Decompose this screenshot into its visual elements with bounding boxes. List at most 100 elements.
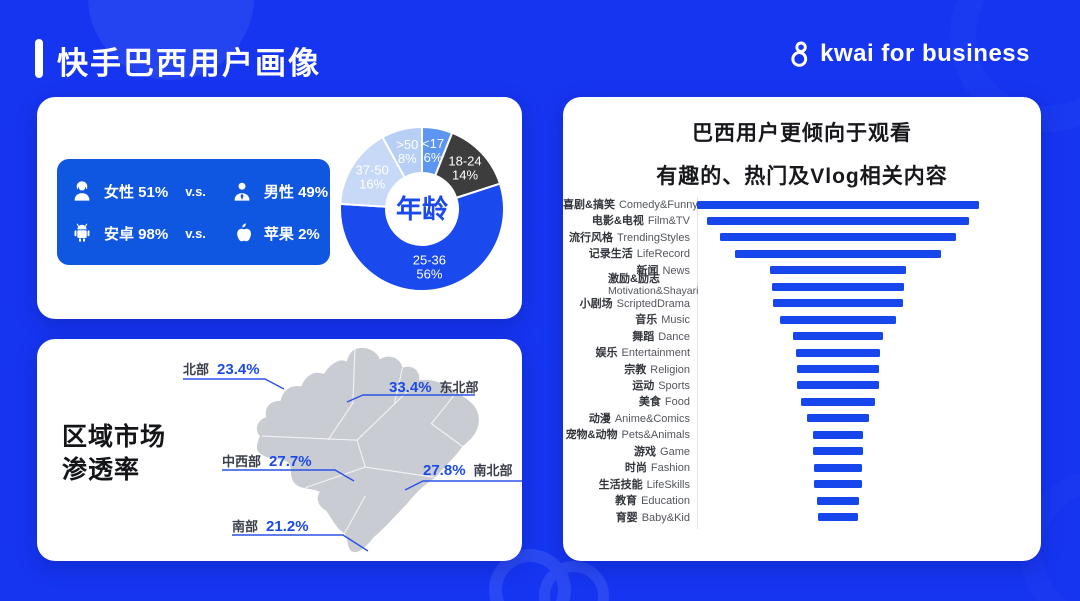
donut-segment-label: 37-50 16% [356, 162, 389, 191]
age-donut-svg: <17 6% 18-24 14% 25-36 56% 37-50 16% >50 8% 年龄 [339, 126, 505, 292]
funnel-bar-Game [812, 447, 864, 456]
region-value: 27.7% [269, 453, 312, 470]
funnel-bar-News [770, 266, 906, 275]
donut-segment-label: >50 8% [396, 137, 418, 166]
funnel-category-en: Education [641, 495, 690, 508]
region-leader-line [404, 480, 522, 491]
region-name: 南北部 [473, 463, 513, 478]
funnel-bar-Motivation&Shayari [771, 282, 905, 291]
funnel-bar-Dance [792, 332, 884, 341]
region-name: 北部 [183, 362, 210, 377]
funnel-category-zh: 新闻 [636, 264, 659, 277]
funnel-category-zh: 时尚 [624, 462, 647, 475]
funnel-bar-Education [816, 496, 860, 505]
region-label-东北部: 33.4% 东北部 [389, 377, 479, 397]
funnel-bar-Baby&Kid [818, 513, 858, 522]
region-label-南部: 南部 21.2% [232, 516, 309, 536]
funnel-row-label: 时尚 Fashion [563, 459, 690, 475]
funnel-category-en: Motivation&Shayari [608, 285, 699, 298]
funnel-bar-Food [801, 397, 875, 406]
funnel-category-en: Comedy&Funny [618, 199, 698, 211]
funnel-category-zh: 记录生活 [588, 248, 633, 261]
funnel-bar-Music [780, 315, 896, 324]
slide-header: 快手巴西用户画像 kwai for business [0, 0, 1080, 96]
region-leader-line [232, 534, 369, 552]
funnel-row-label: 宠物&动物 Pets&Animals [563, 426, 690, 442]
stat-row: 女性 51% v.s. 男性 49% [57, 179, 330, 203]
female-icon [70, 179, 94, 203]
region-leader-line [183, 378, 285, 390]
region-leader-lines [183, 378, 522, 552]
donut-center-label: 年龄 [396, 194, 449, 224]
funnel-bar-Entertainment [795, 348, 881, 357]
funnel-category-zh: 流行风格 [569, 231, 614, 244]
funnel-row-label: 音乐 Music [563, 311, 690, 327]
region-label-中西部: 中西部 27.7% [222, 451, 312, 471]
funnel-axis-line [697, 197, 698, 529]
funnel-category-en: Baby&Kid [641, 511, 690, 524]
funnel-category-zh: 宠物&动物 [565, 429, 618, 442]
funnel-category-zh: 美食 [638, 396, 661, 409]
funnel-bar-Pets&Animals [812, 430, 864, 439]
brazil-map [256, 347, 479, 553]
region-leader-line [346, 394, 475, 403]
donut-segment-label: 25-36 56% [413, 253, 446, 282]
male-icon [230, 179, 254, 203]
stat-label: 安卓 98% [104, 225, 169, 243]
funnel-category-zh: 生活技能 [598, 478, 643, 491]
funnel-category-en: ScriptedDrama [616, 297, 690, 310]
funnel-category-zh: 电影&电视 [591, 215, 644, 228]
funnel-category-zh: 小剧场 [579, 297, 613, 310]
content-funnel-chart: 喜剧&搞笑 Comedy&Funny 电影&电视 Film&TV 流行风格 Trendin… [563, 197, 1041, 547]
funnel-category-zh: 育婴 [615, 511, 638, 524]
stat-label: 苹果 2% [263, 225, 320, 243]
region-value: 21.2% [266, 518, 309, 535]
funnel-category-en: Game [660, 445, 690, 458]
funnel-category-en: News [662, 264, 690, 277]
funnel-row-label: 小剧场 ScriptedDrama [563, 295, 690, 311]
funnel-category-zh: 娱乐 [595, 347, 618, 360]
funnel-row-label: 激励&励志 Motivation&Shayari [608, 274, 698, 297]
funnel-category-zh: 动漫 [588, 412, 611, 425]
region-title-line1: 区域市场 [62, 423, 167, 451]
content-title-line1: 巴西用户更倾向于观看 [692, 122, 912, 145]
funnel-row-label: 电影&电视 Film&TV [563, 212, 690, 228]
region-name: 中西部 [222, 454, 262, 469]
region-title-line2: 渗透率 [62, 456, 141, 484]
funnel-bar-Religion [797, 365, 879, 373]
funnel-row-label: 喜剧&搞笑 Comedy&Funny [563, 196, 698, 212]
donut-segment-label: 18-24 14% [448, 154, 481, 183]
region-label-北部: 北部 23.4% [183, 359, 260, 379]
background-ring-decoration [539, 561, 609, 601]
funnel-category-en: Dance [658, 330, 690, 343]
demographics-card: 女性 51% v.s. 男性 49% 安卓 98% v.s. 苹果 2% <17 6% 18-… [37, 97, 522, 319]
funnel-row-label: 宗教 Religion [563, 361, 690, 377]
funnel-row-label: 新闻 News [563, 262, 690, 278]
gender-platform-stats-box: 女性 51% v.s. 男性 49% 安卓 98% v.s. 苹果 2% [57, 159, 330, 265]
funnel-category-zh: 喜剧&搞笑 [563, 199, 615, 211]
android-icon [70, 221, 94, 245]
region-name: 南部 [232, 519, 259, 534]
funnel-category-en: LifeRecord [636, 248, 690, 261]
funnel-row-label: 记录生活 LifeRecord [563, 245, 690, 261]
funnel-category-en: Entertainment [621, 347, 690, 360]
region-value: 23.4% [217, 361, 260, 378]
donut-segment-label: <17 6% [422, 136, 444, 165]
funnel-category-en: Anime&Comics [614, 412, 690, 425]
stat-label: 女性 51% [104, 183, 169, 201]
donut-segment->50 [381, 126, 423, 179]
funnel-bar-Comedy&Funny [697, 200, 979, 209]
page-title: 快手巴西用户画像 [57, 46, 321, 81]
funnel-bar-TrendingStyles [719, 233, 957, 242]
funnel-row-label: 游戏 Game [563, 443, 690, 459]
region-value: 33.4% [389, 379, 432, 396]
funnel-category-en: TrendingStyles [617, 231, 690, 244]
funnel-row-label: 动漫 Anime&Comics [563, 410, 690, 426]
funnel-category-zh: 游戏 [634, 445, 657, 458]
funnel-category-en: Food [664, 396, 690, 409]
kwai-logo-icon [789, 40, 811, 68]
age-donut-chart: <17 6% 18-24 14% 25-36 56% 37-50 16% >50 8% 年龄 [338, 125, 506, 293]
kwai-for-business-logo: kwai for business [789, 40, 1030, 68]
funnel-bar-Fashion [814, 463, 862, 472]
